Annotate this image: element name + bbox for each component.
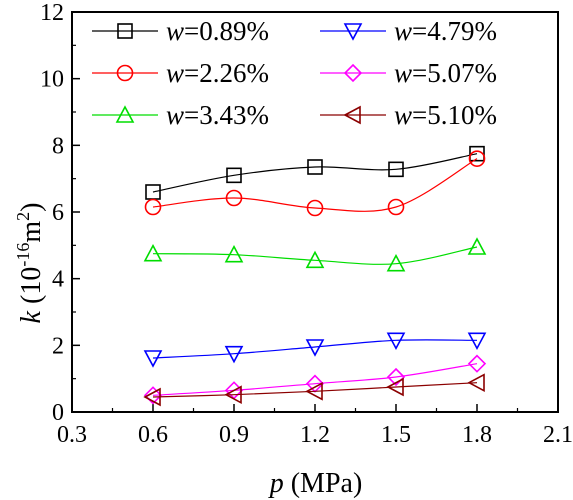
- legend-marker: [343, 105, 361, 125]
- data-point: [387, 198, 405, 216]
- y-tick-label: 2: [52, 333, 64, 359]
- data-point: [143, 387, 161, 407]
- legend-var: w: [166, 58, 184, 88]
- legend-value: =0.89%: [184, 16, 269, 46]
- series-line: [152, 246, 478, 265]
- legend-marker: [343, 23, 363, 41]
- legend-entry: w=0.89%: [92, 16, 269, 46]
- x-axis-ticks: 0.3 0.6 0.9 1.2 1.5 1.8 2.1: [57, 404, 573, 448]
- legend-var: w: [166, 16, 184, 46]
- y-axis-ticks: 0 2 4 6 8 10 12: [40, 0, 80, 426]
- data-point: [469, 145, 485, 162]
- data-point: [307, 159, 323, 175]
- legend-marker: [115, 105, 135, 123]
- data-point: [305, 250, 325, 269]
- data-point: [386, 367, 406, 387]
- data-point: [468, 150, 486, 167]
- y-axis-title: k (10-16m2): [13, 203, 47, 324]
- legend-entry: w=4.79%: [320, 16, 497, 46]
- x-tick-label: 0.9: [219, 422, 249, 448]
- legend-marker: [117, 23, 133, 39]
- data-point: [467, 237, 487, 255]
- data-point: [225, 189, 243, 207]
- legend-entry: w=5.10%: [320, 100, 497, 130]
- data-point: [388, 161, 404, 178]
- legend-var: w: [394, 100, 412, 130]
- x-tick-label: 2.1: [543, 422, 573, 448]
- y-tick-label: 0: [52, 400, 64, 426]
- data-point: [143, 386, 163, 405]
- data-point: [467, 354, 487, 373]
- legend-marker: [116, 64, 134, 82]
- legend-label: w=0.89%: [166, 16, 269, 46]
- y-tick-label: 12: [40, 0, 64, 26]
- series-line: [152, 153, 478, 193]
- data-point: [224, 345, 244, 364]
- data-point: [224, 385, 242, 404]
- y-tick-label: 4: [52, 267, 64, 293]
- series-line: [152, 382, 478, 398]
- x-tick-label: 1.8: [462, 422, 492, 448]
- series-triangle-left: [143, 373, 485, 407]
- legend-value: =5.10%: [412, 100, 497, 130]
- data-point: [305, 382, 323, 401]
- legend-var: w: [166, 100, 184, 130]
- series-triangle-up: [143, 237, 487, 272]
- data-point: [467, 332, 487, 351]
- series-layer: [143, 145, 487, 407]
- x-tick-label: 1.5: [381, 422, 411, 448]
- series-triangle-down: [143, 332, 487, 368]
- data-point: [143, 243, 163, 262]
- legend-label: w=5.10%: [394, 100, 497, 130]
- data-point: [386, 253, 406, 272]
- series-line: [152, 363, 478, 396]
- y-tick-label: 10: [40, 67, 64, 93]
- legend-label: w=3.43%: [166, 100, 269, 130]
- x-axis-title: p (MPa): [268, 468, 363, 499]
- data-point: [306, 199, 324, 217]
- legend-value: =3.43%: [184, 100, 269, 130]
- data-point: [386, 332, 406, 351]
- legend-entry: w=2.26%: [92, 58, 269, 88]
- legend-value: =2.26%: [184, 58, 269, 88]
- data-point: [144, 198, 162, 216]
- legend-label: w=5.07%: [394, 58, 497, 88]
- y-tick-label: 8: [52, 133, 64, 159]
- legend-marker: [343, 63, 363, 83]
- x-tick-label: 1.2: [300, 422, 330, 448]
- x-tick-label: 0.3: [57, 422, 87, 448]
- legend-label: w=2.26%: [166, 58, 269, 88]
- data-point: [226, 167, 242, 184]
- legend-entry: w=3.43%: [92, 100, 269, 130]
- legend-entry: w=5.07%: [320, 58, 497, 88]
- data-point: [224, 244, 244, 263]
- data-point: [467, 373, 485, 392]
- data-point: [305, 339, 325, 357]
- legend: w=0.89%w=2.26%w=3.43%w=4.79%w=5.07%w=5.1…: [92, 16, 497, 130]
- data-point: [143, 350, 163, 368]
- legend-label: w=4.79%: [394, 16, 497, 46]
- x-tick-label: 0.6: [138, 422, 168, 448]
- series-square: [145, 145, 485, 200]
- data-point: [386, 377, 404, 397]
- legend-value: =4.79%: [412, 16, 497, 46]
- legend-value: =5.07%: [412, 58, 497, 88]
- legend-var: w: [394, 58, 412, 88]
- series-line: [152, 158, 478, 212]
- y-tick-label: 6: [52, 200, 64, 226]
- legend-var: w: [394, 16, 412, 46]
- series-circle: [144, 150, 486, 217]
- series-line: [152, 339, 478, 359]
